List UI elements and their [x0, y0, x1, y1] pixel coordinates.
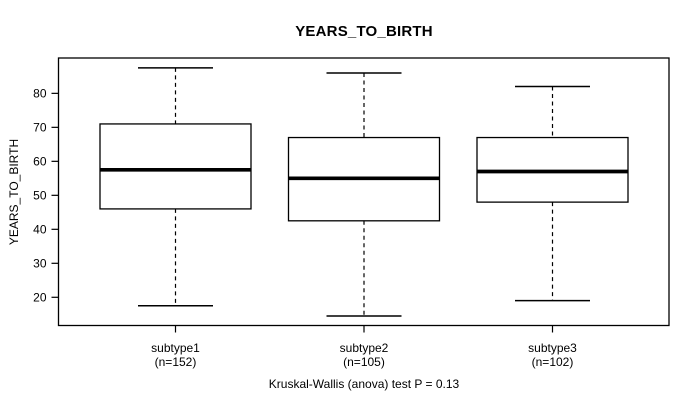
x-axis-label-category: subtype2 [340, 341, 389, 355]
x-axis-label-count: (n=102) [532, 355, 574, 369]
y-axis-tick-label: 70 [33, 121, 47, 135]
x-axis-label-count: (n=152) [155, 355, 197, 369]
chart-title: YEARS_TO_BIRTH [295, 23, 433, 40]
y-axis-tick-label: 50 [33, 189, 47, 203]
y-axis-tick-label: 80 [33, 87, 47, 101]
stat-test-caption: Kruskal-Wallis (anova) test P = 0.13 [268, 377, 460, 391]
y-axis-tick-label: 30 [33, 256, 47, 270]
x-axis-label-category: subtype3 [528, 341, 577, 355]
y-axis-tick-label: 60 [33, 155, 47, 169]
y-axis-tick-label: 20 [33, 290, 47, 304]
x-axis-label-count: (n=105) [343, 355, 385, 369]
iqr-box [99, 123, 252, 210]
y-axis-tick-label: 40 [33, 223, 47, 237]
x-axis-label-category: subtype1 [151, 341, 200, 355]
